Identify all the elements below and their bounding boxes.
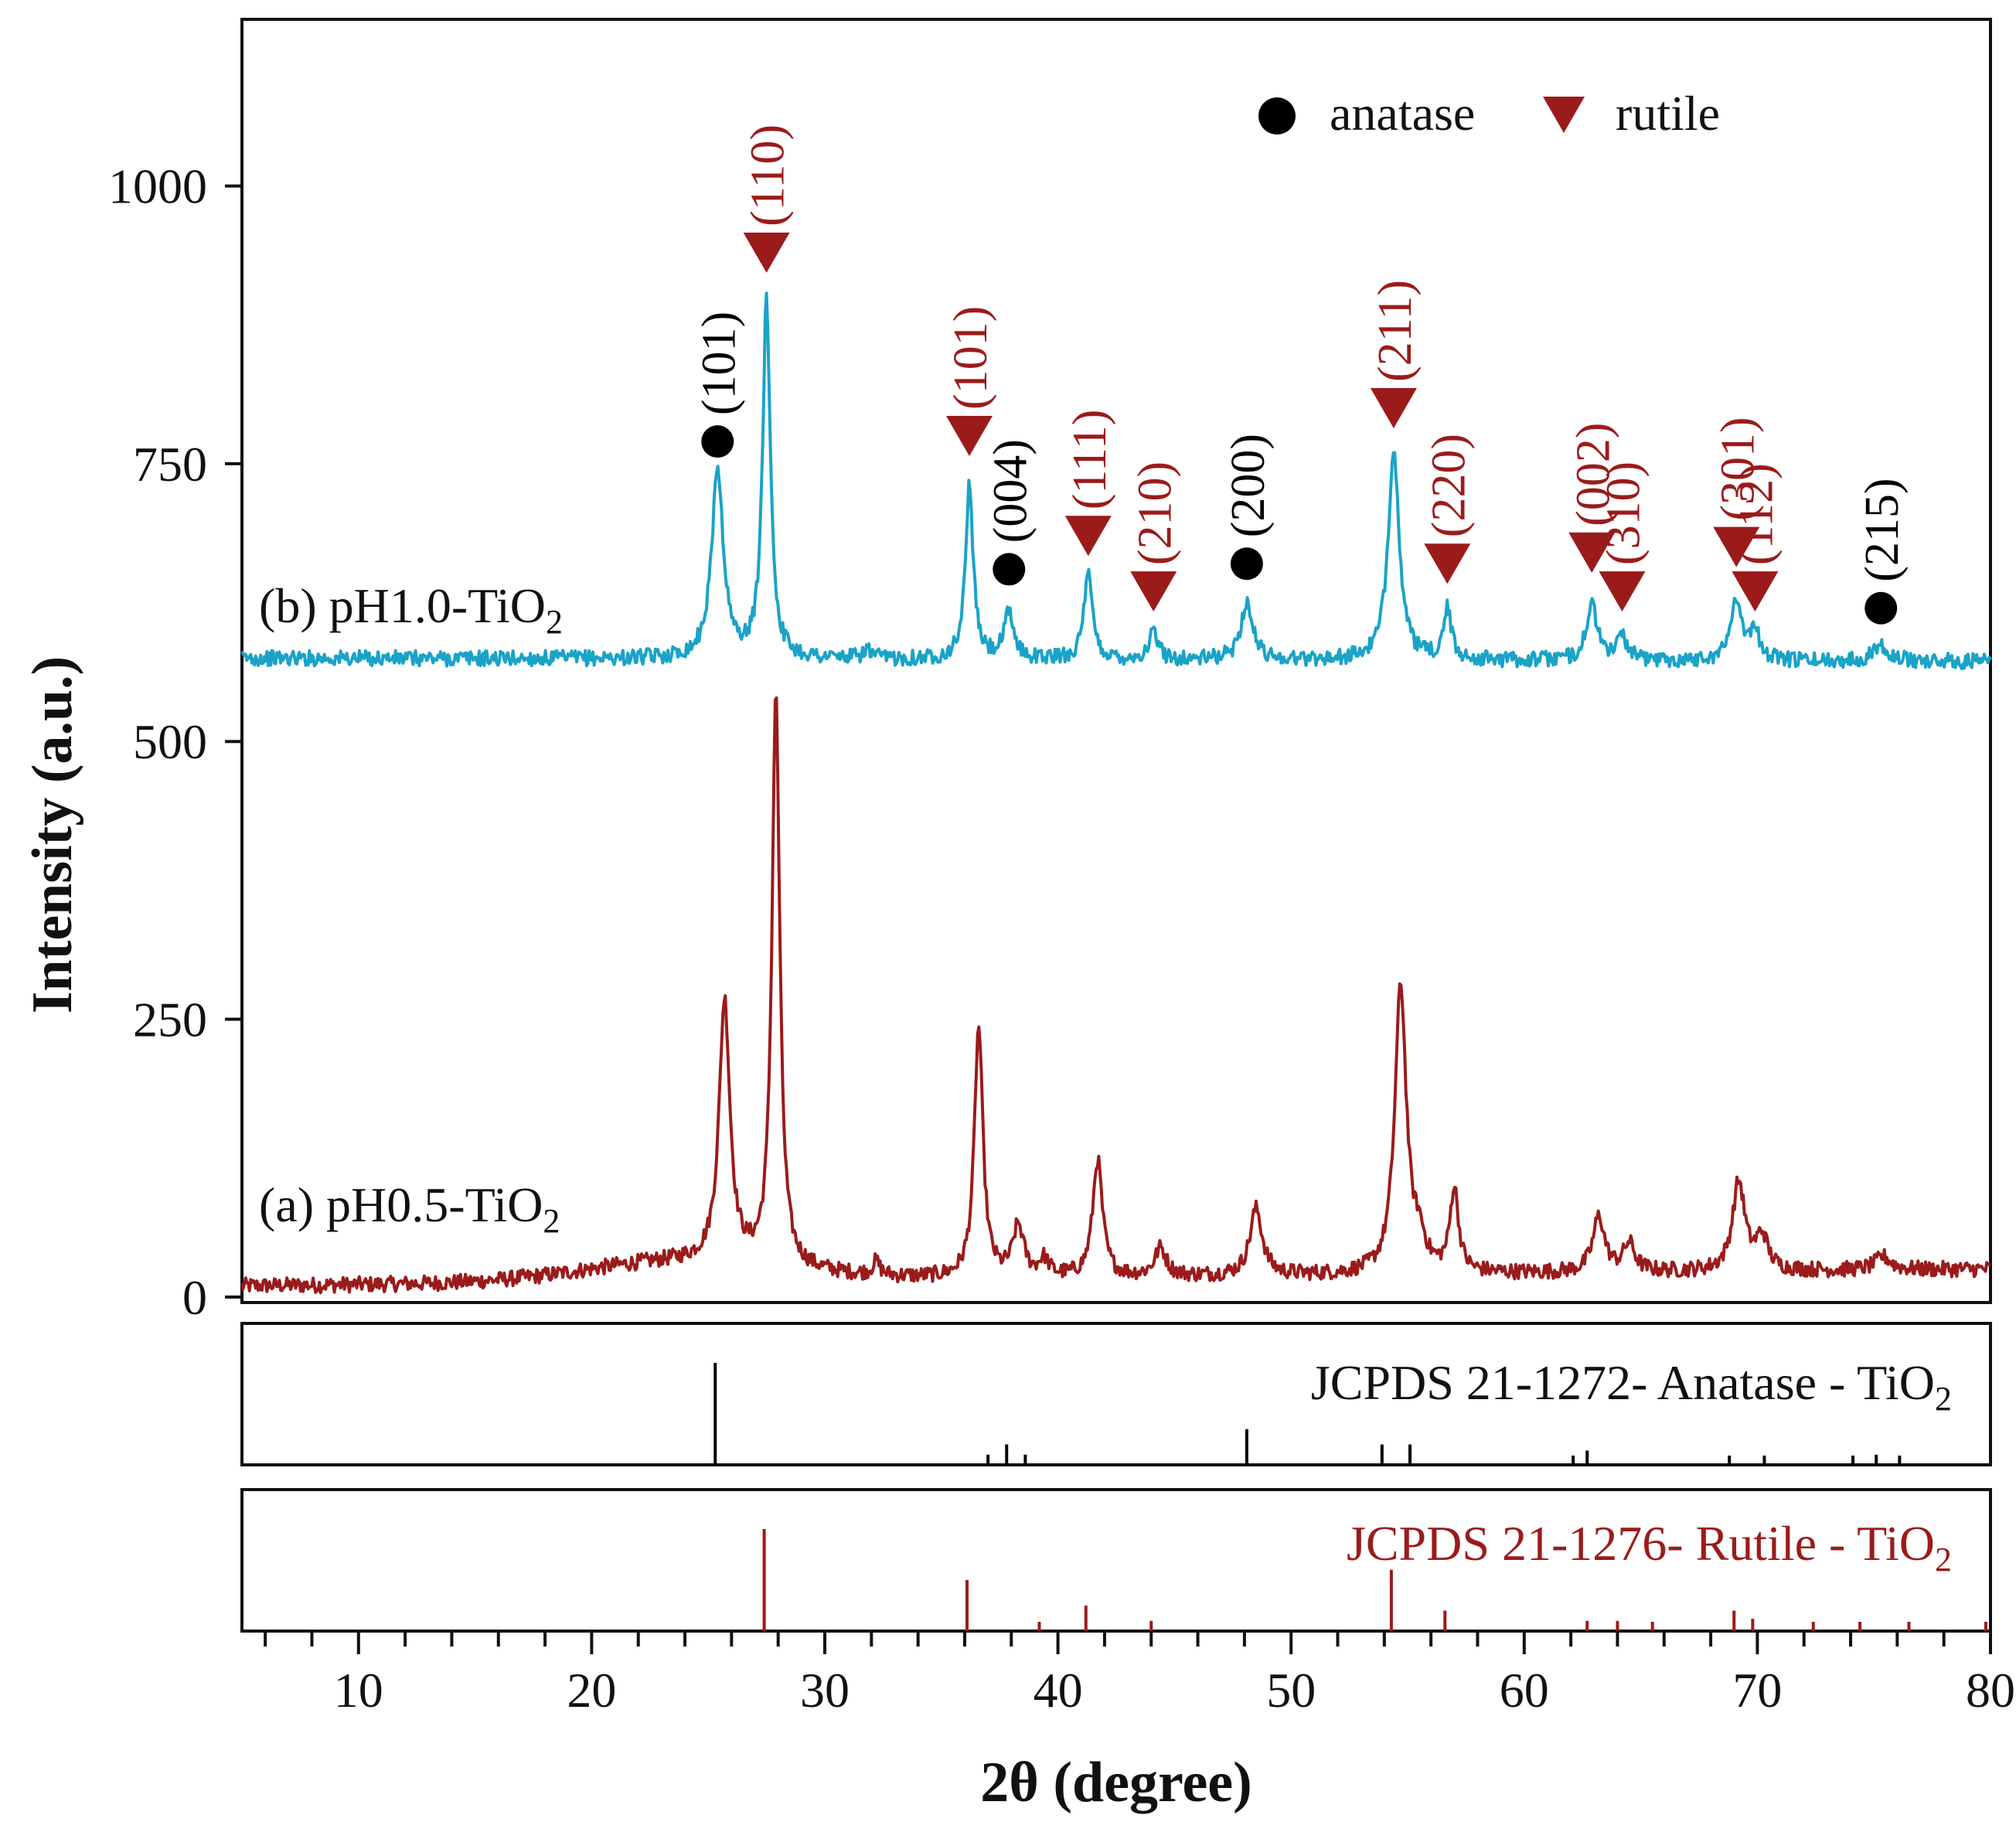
x-tick-label-50: 50 [1266, 1663, 1316, 1718]
peak-label-110-1: (110) [742, 124, 795, 226]
anatase-reference-name: JCPDS 21-1272- Anatase - TiO [1311, 1355, 1935, 1410]
reference-lines [713, 1363, 1987, 1631]
peak-label-210-5: (210) [1129, 461, 1181, 565]
peak-label-301-11: (301) [1711, 417, 1764, 520]
peak-label-101-2: (101) [945, 306, 997, 410]
rutile-marker-12 [1732, 571, 1779, 612]
peak-label-004-3: (004) [984, 439, 1037, 543]
series-layer [240, 291, 1992, 1295]
peak-annotations: (101) (110) (101) (004) (111)(210) (200) (211)… [693, 124, 1909, 625]
x-tick-label-10: 10 [334, 1663, 383, 1718]
peak-label-112-12: (112) [1730, 463, 1783, 565]
rutile-reference-label: JCPDS 21-1276- Rutile - TiO2 [1347, 1516, 1952, 1578]
legend-anatase-label: anatase [1330, 86, 1475, 141]
x-axis: 10 20 30 40 50 60 70 80 [264, 1631, 2015, 1718]
series-a-subscript: 2 [543, 1202, 560, 1240]
x-tick-label-60: 60 [1500, 1663, 1549, 1718]
y-axis-title: Intensity (a.u.) [21, 656, 84, 1014]
peak-label-215-13: (215) [1856, 478, 1909, 581]
series-a-name: (a) pH0.5-TiO [259, 1177, 543, 1232]
x-tick-label-70: 70 [1732, 1663, 1782, 1718]
anatase-reference-label: JCPDS 21-1272- Anatase - TiO2 [1311, 1355, 1952, 1418]
rutile-marker-5 [1130, 571, 1177, 612]
peak-label-111-4: (111) [1064, 410, 1116, 510]
legend-rutile-label: rutile [1616, 86, 1720, 141]
y-tick-label-500: 500 [133, 714, 207, 769]
legend: anatase rutile [1258, 86, 1720, 141]
anatase-reference-panel [240, 1322, 1992, 1466]
anatase-marker-13 [1864, 591, 1898, 625]
peak-label-002-9: (002) [1567, 423, 1619, 526]
series-b-name: (b) pH1.0-TiO [259, 578, 546, 633]
anatase-marker-6 [1230, 547, 1263, 581]
series-a-trace [240, 696, 1991, 1295]
rutile-marker-4 [1064, 516, 1112, 557]
rutile-reference-name: JCPDS 21-1276- Rutile - TiO [1347, 1516, 1935, 1571]
legend-rutile-marker [1543, 97, 1585, 133]
x-axis-title: 2θ (degree) [980, 1751, 1252, 1814]
rutile-reference-subscript: 2 [1935, 1541, 1952, 1578]
rutile-marker-1 [743, 232, 790, 273]
main-plot-frame [240, 18, 1992, 1304]
rutile-marker-7 [1370, 388, 1417, 429]
rutile-marker-2 [945, 415, 993, 456]
rutile-marker-8 [1424, 543, 1471, 584]
legend-anatase-marker [1258, 97, 1296, 135]
x-tick-label-80: 80 [1966, 1663, 2015, 1718]
x-tick-label-30: 30 [800, 1663, 850, 1718]
rutile-marker-10 [1599, 571, 1646, 612]
anatase-reference-subscript: 2 [1935, 1380, 1952, 1418]
series-b-subscript: 2 [546, 603, 563, 641]
y-tick-label-0: 0 [182, 1270, 207, 1325]
rutile-marker-9 [1568, 532, 1616, 573]
x-tick-label-20: 20 [567, 1663, 616, 1718]
y-tick-label-250: 250 [133, 993, 207, 1047]
series-b-label: (b) pH1.0-TiO2 [259, 578, 563, 641]
series-b-trace [240, 291, 1992, 671]
peak-label-101-0: (101) [693, 312, 745, 415]
y-tick-label-1000: 1000 [108, 159, 207, 214]
rutile-reference-panel [240, 1488, 1992, 1633]
series-a-label: (a) pH0.5-TiO2 [259, 1177, 560, 1240]
peak-label-220-8: (220) [1422, 434, 1475, 537]
peak-label-310-10: (310) [1597, 461, 1650, 565]
anatase-marker-0 [701, 425, 734, 458]
peak-label-200-6: (200) [1222, 434, 1275, 537]
anatase-marker-3 [993, 553, 1026, 586]
peak-label-211-7: (211) [1369, 280, 1422, 382]
y-tick-label-750: 750 [133, 437, 207, 492]
y-axis: 0 250 500 750 1000 [108, 159, 242, 1325]
rutile-marker-11 [1713, 526, 1760, 567]
x-tick-label-40: 40 [1034, 1663, 1083, 1718]
